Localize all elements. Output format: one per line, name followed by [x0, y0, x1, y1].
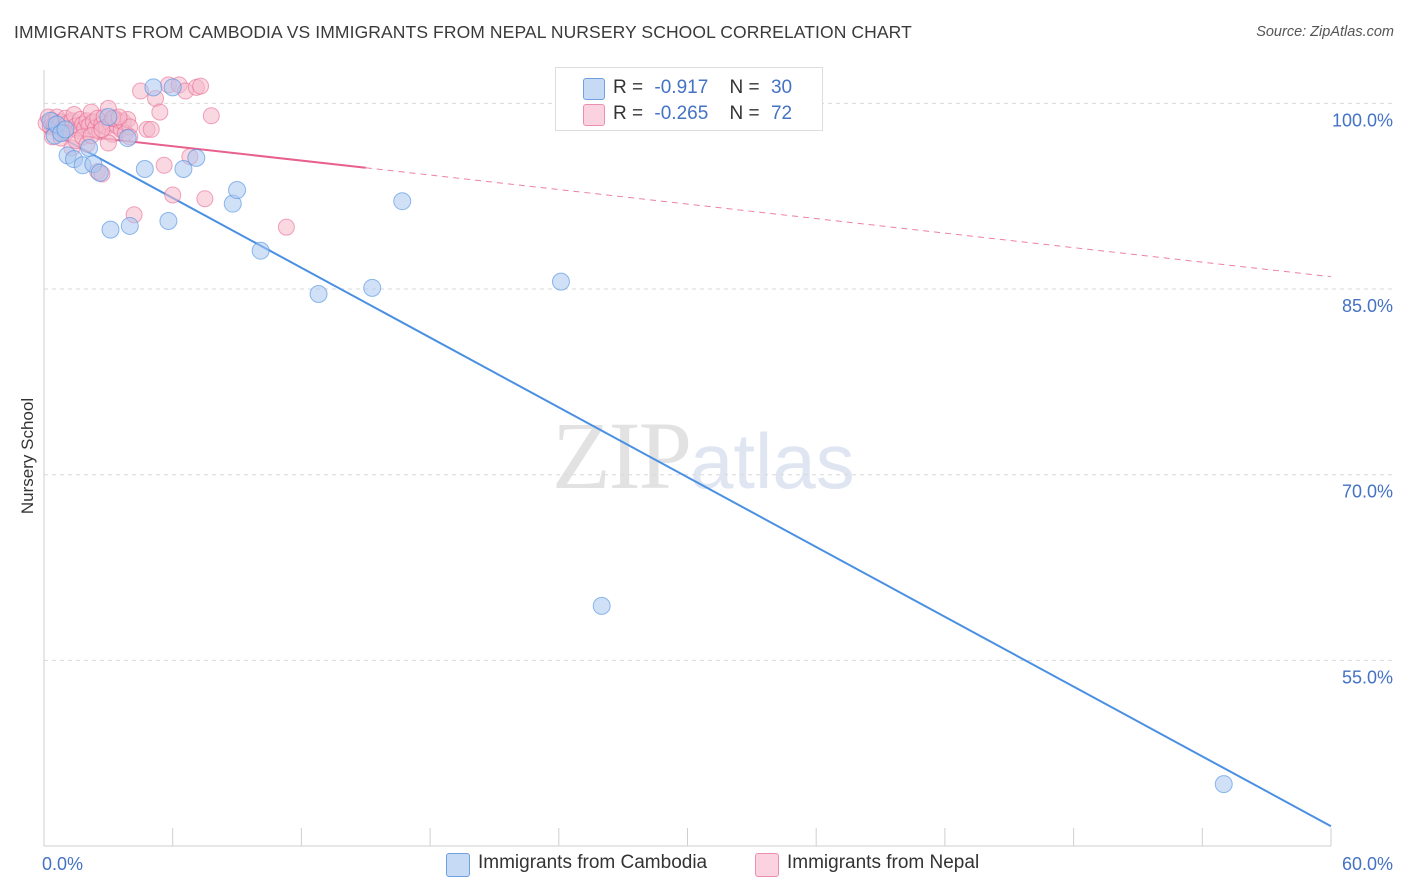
cambodia-point	[174, 160, 193, 179]
nepal-point	[151, 103, 169, 121]
legend-n-value: 30	[770, 77, 793, 98]
cambodia-point	[228, 181, 247, 200]
cambodia-point	[163, 78, 182, 97]
cambodia-point	[592, 596, 611, 615]
nepal-trend-extension	[365, 167, 1332, 278]
cambodia-point	[393, 192, 412, 211]
cambodia-point	[251, 241, 270, 260]
legend-r-label: R =	[613, 103, 644, 124]
cambodia-point	[56, 120, 75, 139]
cambodia-point	[120, 216, 139, 235]
nepal-point	[142, 120, 160, 138]
nepal-point	[99, 134, 117, 152]
legend-r-value: -0.917	[654, 77, 709, 98]
chart-title: IMMIGRANTS FROM CAMBODIA VS IMMIGRANTS F…	[14, 22, 912, 42]
y-tick-label: 55.0%	[1342, 667, 1393, 687]
cambodia-point	[144, 78, 163, 97]
tick-labels: 55.0% 70.0% 85.0% 100.0% 0.0% 60.0%	[42, 110, 1393, 874]
y-tick-label: 70.0%	[1342, 482, 1393, 502]
legend-n-value: 72	[770, 103, 793, 124]
cambodia-trend-line	[43, 127, 1332, 828]
x-tick-label: 0.0%	[42, 854, 83, 874]
nepal-point	[202, 107, 220, 125]
cambodia-point	[551, 272, 570, 291]
legend-swatch-nepal	[583, 104, 605, 126]
cambodia-point	[118, 129, 137, 148]
axes	[43, 70, 1332, 847]
legend-r-label: R =	[613, 77, 644, 98]
nepal-point	[192, 77, 210, 95]
series-swatch-cambodia	[446, 853, 470, 877]
cambodia-point	[99, 108, 118, 127]
nepal-point	[277, 218, 295, 236]
y-tick-label: 100.0%	[1332, 110, 1393, 130]
legend-row-nepal: R = -0.265 N = 72	[556, 102, 822, 126]
y-tick-label: 85.0%	[1342, 296, 1393, 316]
cambodia-point	[309, 285, 328, 304]
nepal-point	[196, 190, 214, 208]
cambodia-point	[187, 148, 206, 167]
legend-n-label: N =	[729, 103, 760, 124]
x-tick-label: 60.0%	[1342, 854, 1393, 874]
watermark: ZIPatlas	[552, 400, 855, 511]
cambodia-point	[80, 138, 99, 157]
data-points	[37, 76, 1233, 794]
series-swatch-nepal	[755, 853, 779, 877]
series-label-nepal: Immigrants from Nepal	[787, 852, 980, 873]
nepal-point	[155, 156, 173, 174]
nepal-point	[164, 186, 182, 204]
cambodia-point	[363, 278, 382, 297]
cambodia-point	[1214, 775, 1233, 794]
series-legend: Immigrants from Cambodia Immigrants from…	[0, 851, 1406, 877]
series-label-cambodia: Immigrants from Cambodia	[478, 852, 708, 873]
cambodia-point	[101, 220, 120, 239]
legend-swatch-cambodia	[583, 78, 605, 100]
watermark-atlas: atlas	[690, 417, 855, 505]
trend-lines	[43, 127, 1332, 828]
legend-n-label: N =	[729, 77, 760, 98]
cambodia-point	[135, 160, 154, 179]
legend-r-value: -0.265	[654, 103, 709, 124]
source-label: Source: ZipAtlas.com	[1256, 24, 1394, 40]
cambodia-point	[90, 163, 109, 182]
legend-row-cambodia: R = -0.917 N = 30	[556, 76, 822, 100]
cambodia-point	[159, 211, 178, 230]
correlation-legend: R = -0.917 N = 30 R = -0.265 N = 72	[555, 67, 823, 131]
grid-lines	[44, 102, 1392, 661]
watermark-zip: ZIP	[552, 402, 692, 509]
